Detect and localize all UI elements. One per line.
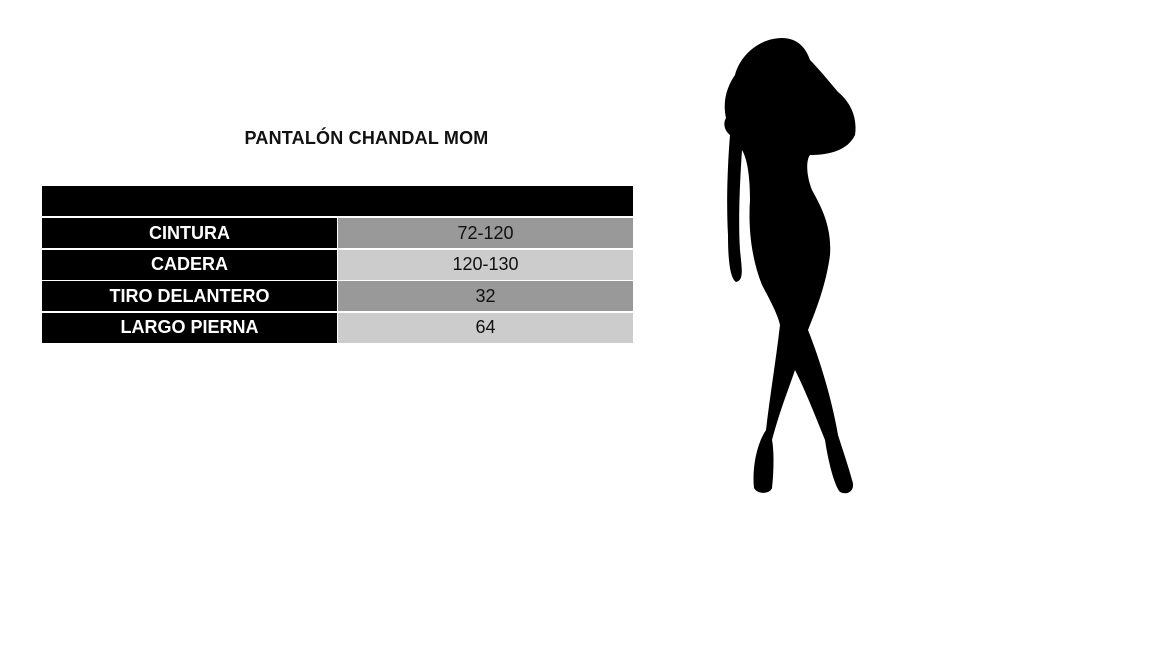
row-value: 64 — [338, 312, 633, 343]
page-title: PANTALÓN CHANDAL MOM — [244, 128, 489, 148]
size-table: CINTURA 72-120 CADERA 120-130 TIRO DELAN… — [42, 186, 633, 344]
woman-silhouette-icon — [724, 38, 856, 494]
row-label: TIRO DELANTERO — [42, 281, 337, 311]
table-row: TIRO DELANTERO 32 — [42, 281, 633, 311]
table-header — [42, 186, 633, 216]
row-label: LARGO PIERNA — [42, 312, 337, 343]
row-value: 72-120 — [338, 218, 633, 248]
row-value: 32 — [338, 281, 633, 311]
row-label: CINTURA — [42, 218, 337, 248]
table-row: LARGO PIERNA 64 — [42, 312, 633, 343]
row-label: CADERA — [42, 249, 337, 280]
table-row: CINTURA 72-120 — [42, 218, 633, 248]
table-row: CADERA 120-130 — [42, 249, 633, 280]
row-value: 120-130 — [338, 249, 633, 280]
